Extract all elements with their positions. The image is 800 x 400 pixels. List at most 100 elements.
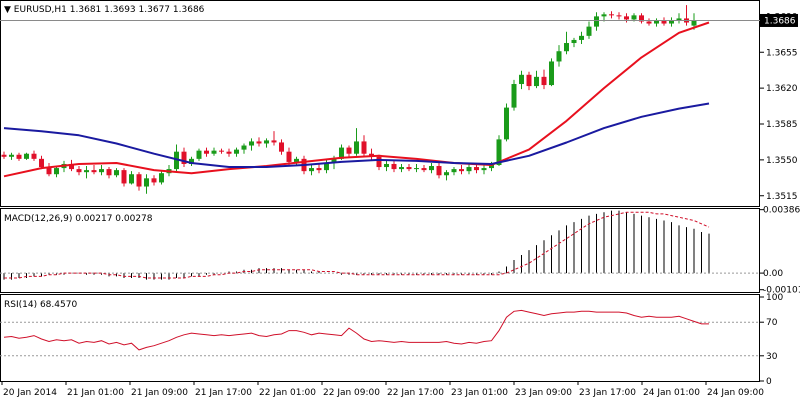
candle-up <box>414 168 419 170</box>
candle-up <box>84 170 89 173</box>
candle-down <box>271 140 277 143</box>
candle-up <box>399 167 404 170</box>
candle-up <box>654 20 659 24</box>
time-tick-label: 21 Jan 09:00 <box>131 388 188 398</box>
candle-up <box>511 84 517 108</box>
candle-down <box>391 163 397 170</box>
rsi-tick-label: 0 <box>766 377 772 387</box>
candle-up <box>676 18 682 21</box>
candle-up <box>691 20 697 26</box>
macd-panel: MACD(12,26,9) 0.00217 0.00278 0.003860.0… <box>0 206 800 296</box>
candle-up <box>189 158 194 164</box>
candle-down <box>376 156 382 168</box>
candle-down <box>459 169 464 172</box>
candle-up <box>444 172 449 176</box>
candle-up <box>556 51 562 62</box>
candle-down <box>361 141 367 154</box>
rsi-levels <box>0 321 760 357</box>
candle-up <box>9 154 14 157</box>
candle-up <box>331 158 337 163</box>
candle-up <box>24 153 29 159</box>
candle-down <box>286 151 292 162</box>
macd-tick-label: -0.00101 <box>763 286 800 296</box>
macd-label: MACD(12,26,9) 0.00217 0.00278 <box>4 214 153 224</box>
macd-axis-labels: 0.00386 0.00 -0.00101 <box>760 206 800 296</box>
close-value: 1.3686 <box>173 5 205 15</box>
candle-down <box>219 150 224 152</box>
candlestick-series <box>1 5 697 194</box>
macd-tick-label: 0.00386 <box>763 206 800 216</box>
candle-up <box>159 173 164 183</box>
current-price-label: 1.3686 <box>764 16 796 26</box>
candle-down <box>1 154 7 157</box>
current-price-box <box>760 13 798 27</box>
candle-down <box>16 154 22 159</box>
candle-up <box>309 168 314 172</box>
triangle-icon: ▼ <box>4 5 14 15</box>
macd-tick-label: 0.00 <box>763 269 783 279</box>
candle-up <box>571 39 577 44</box>
time-tick-label: 22 Jan 09:00 <box>323 388 380 398</box>
rsi-tick-label: 70 <box>766 318 778 328</box>
low-value: 1.3677 <box>139 5 171 15</box>
candle-down <box>421 168 427 171</box>
candle-up <box>586 26 592 36</box>
rsi-panel-frame <box>0 294 760 382</box>
time-tick-label: 22 Jan 17:00 <box>387 388 444 398</box>
moving-averages <box>3 21 710 178</box>
candle-up <box>354 141 359 154</box>
time-tick-label: 24 Jan 01:00 <box>643 388 700 398</box>
candle-up <box>496 139 502 165</box>
candle-up <box>669 20 674 24</box>
high-value: 1.3693 <box>104 5 136 15</box>
rsi-axis-labels: 100 70 30 0 <box>760 293 783 387</box>
candle-down <box>346 147 352 154</box>
time-tick-label: 22 Jan 01:00 <box>259 388 316 398</box>
candle-down <box>279 142 284 152</box>
candle-up <box>519 74 524 85</box>
candle-down <box>316 168 322 171</box>
candle-down <box>46 167 52 175</box>
candle-up <box>466 167 472 172</box>
candle-down <box>69 163 74 170</box>
time-tick-label: 23 Jan 09:00 <box>515 388 572 398</box>
rsi-line <box>3 309 709 351</box>
rsi-panel: RSI(14) 68.4570 100 70 30 0 <box>0 293 783 387</box>
candle-up <box>99 169 104 173</box>
candle-up <box>579 35 584 40</box>
candle-up <box>534 76 539 87</box>
candle-down <box>106 169 112 176</box>
candle-down <box>639 15 644 22</box>
candle-down <box>616 15 622 17</box>
candle-up <box>481 168 487 171</box>
symbol-header: ▼ EURUSD,H1 1.3681 1.3693 1.3677 1.3686 <box>4 5 205 15</box>
candle-down <box>226 151 232 154</box>
candle-up <box>211 150 217 154</box>
candle-up <box>174 151 179 170</box>
candle-up <box>384 163 389 168</box>
time-tick-label: 23 Jan 17:00 <box>579 388 636 398</box>
candle-up <box>564 43 569 52</box>
ma-slow-line <box>3 102 710 168</box>
ma-fast-line <box>3 21 710 178</box>
price-panel: ▼ EURUSD,H1 1.3681 1.3693 1.3677 1.3686 … <box>0 0 798 207</box>
rsi-label: RSI(14) 68.4570 <box>4 300 77 310</box>
macd-panel-frame <box>0 208 760 293</box>
candle-down <box>406 167 412 170</box>
candle-up <box>264 140 269 144</box>
candle-down <box>136 174 142 187</box>
symbol-label: EURUSD,H1 <box>14 5 67 15</box>
candle-down <box>204 150 209 154</box>
candle-down <box>76 169 82 173</box>
price-tick-label: 1.3550 <box>766 156 798 166</box>
candle-down <box>474 167 479 171</box>
candle-up <box>504 107 509 140</box>
price-panel-frame <box>0 0 760 207</box>
time-tick-label: 21 Jan 01:00 <box>67 388 124 398</box>
time-tick-label: 23 Jan 01:00 <box>451 388 508 398</box>
candle-up <box>429 166 434 171</box>
price-tick-marks <box>760 15 764 197</box>
macd-histogram <box>0 210 760 280</box>
